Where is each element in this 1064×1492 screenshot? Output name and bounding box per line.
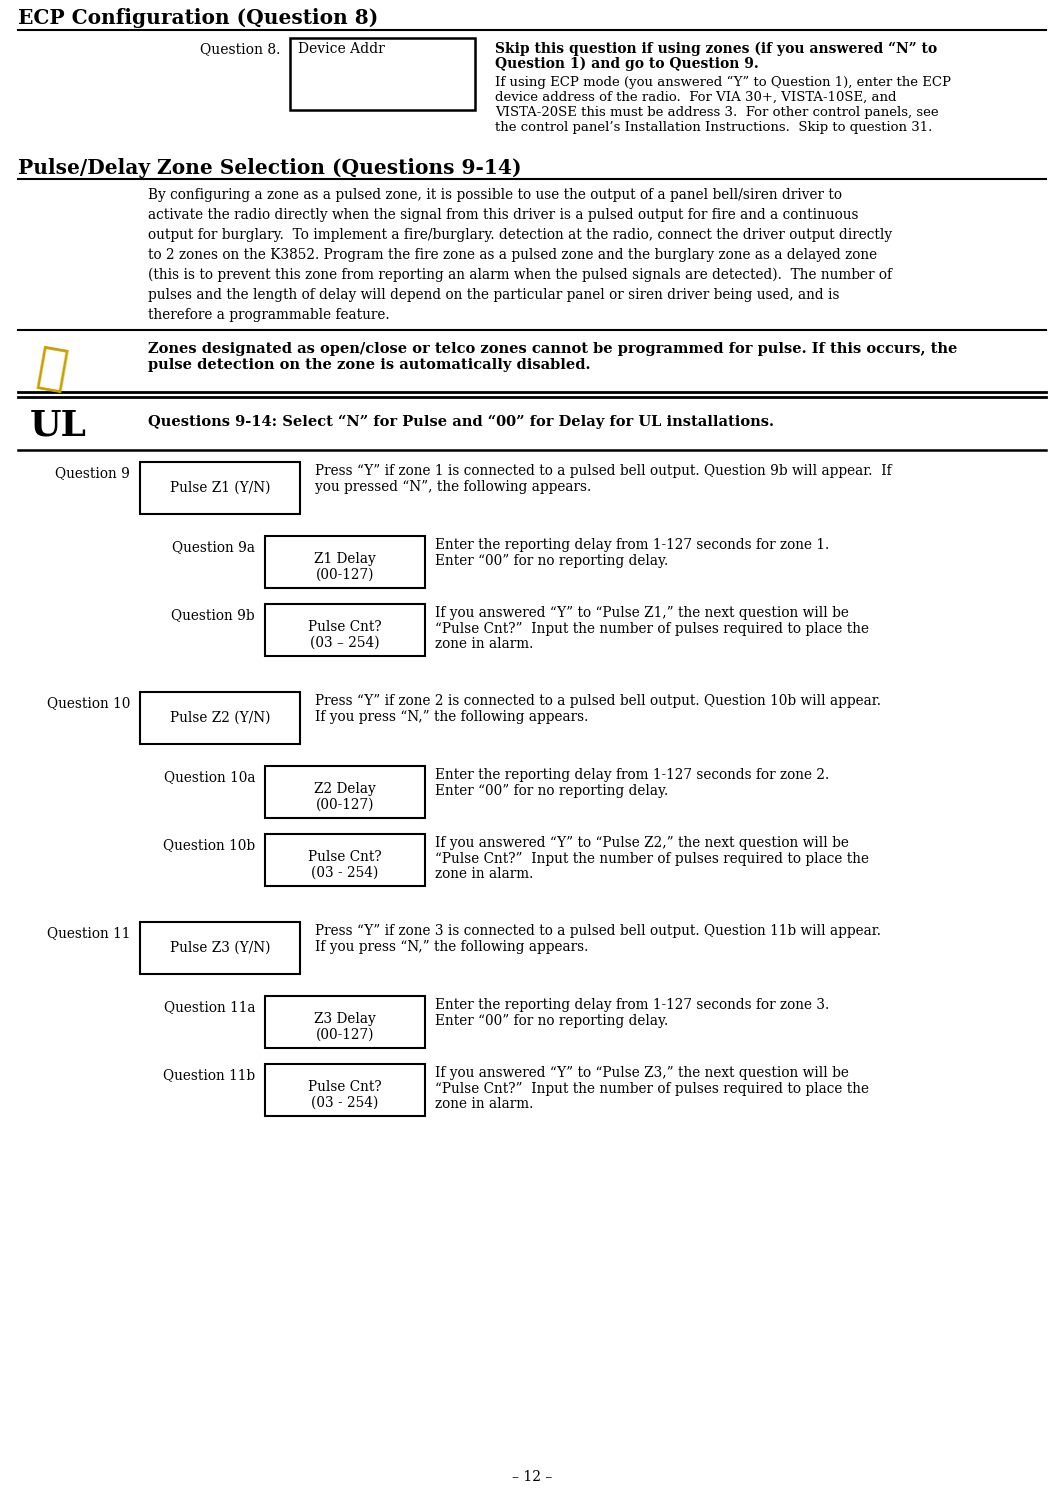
Text: ✓: ✓ <box>33 342 71 395</box>
Text: Device Addr: Device Addr <box>298 42 385 57</box>
Bar <box>265 765 425 818</box>
Text: Question 10b: Question 10b <box>163 839 255 852</box>
Text: If you answered “Y” to “Pulse Z3,” the next question will be: If you answered “Y” to “Pulse Z3,” the n… <box>435 1065 849 1080</box>
Text: Enter “00” for no reporting delay.: Enter “00” for no reporting delay. <box>435 1013 668 1028</box>
Text: zone in alarm.: zone in alarm. <box>435 1097 533 1112</box>
Text: you pressed “N”, the following appears.: you pressed “N”, the following appears. <box>315 479 592 494</box>
Bar <box>140 692 300 745</box>
Bar <box>140 922 300 974</box>
Text: Press “Y” if zone 3 is connected to a pulsed bell output. Question 11b will appe: Press “Y” if zone 3 is connected to a pu… <box>315 924 881 938</box>
Text: Pulse Cnt?: Pulse Cnt? <box>309 621 382 634</box>
Text: – 12 –: – 12 – <box>512 1470 552 1485</box>
Text: If using ECP mode (you answered “Y” to Question 1), enter the ECP: If using ECP mode (you answered “Y” to Q… <box>495 76 951 90</box>
Text: Press “Y” if zone 2 is connected to a pulsed bell output. Question 10b will appe: Press “Y” if zone 2 is connected to a pu… <box>315 694 881 709</box>
Bar <box>265 604 425 656</box>
Text: Pulse Z1 (Y/N): Pulse Z1 (Y/N) <box>170 480 270 495</box>
Text: Question 11b: Question 11b <box>163 1068 255 1082</box>
Bar <box>290 37 475 110</box>
Text: Z2 Delay: Z2 Delay <box>314 782 376 797</box>
Text: Press “Y” if zone 1 is connected to a pulsed bell output. Question 9b will appea: Press “Y” if zone 1 is connected to a pu… <box>315 464 892 477</box>
Bar <box>140 463 300 515</box>
Text: pulses and the length of delay will depend on the particular panel or siren driv: pulses and the length of delay will depe… <box>148 288 839 301</box>
Text: the control panel’s Installation Instructions.  Skip to question 31.: the control panel’s Installation Instruc… <box>495 121 932 134</box>
Text: Question 8.: Question 8. <box>200 42 280 57</box>
Text: pulse detection on the zone is automatically disabled.: pulse detection on the zone is automatic… <box>148 358 591 372</box>
Bar <box>265 1064 425 1116</box>
Text: to 2 zones on the K3852. Program the fire zone as a pulsed zone and the burglary: to 2 zones on the K3852. Program the fir… <box>148 248 877 263</box>
Bar <box>265 536 425 588</box>
Text: (00-127): (00-127) <box>316 568 375 582</box>
Text: Enter the reporting delay from 1-127 seconds for zone 1.: Enter the reporting delay from 1-127 sec… <box>435 539 829 552</box>
Text: VISTA-20SE this must be address 3.  For other control panels, see: VISTA-20SE this must be address 3. For o… <box>495 106 938 119</box>
Text: “Pulse Cnt?”  Input the number of pulses required to place the: “Pulse Cnt?” Input the number of pulses … <box>435 852 869 865</box>
Text: Question 1) and go to Question 9.: Question 1) and go to Question 9. <box>495 57 759 72</box>
Text: (00-127): (00-127) <box>316 1028 375 1041</box>
Text: (00-127): (00-127) <box>316 798 375 812</box>
Text: If you press “N,” the following appears.: If you press “N,” the following appears. <box>315 940 588 953</box>
Text: (03 - 254): (03 - 254) <box>312 865 379 880</box>
Text: If you answered “Y” to “Pulse Z2,” the next question will be: If you answered “Y” to “Pulse Z2,” the n… <box>435 836 849 850</box>
Text: Enter “00” for no reporting delay.: Enter “00” for no reporting delay. <box>435 554 668 567</box>
Text: Question 10a: Question 10a <box>164 770 255 783</box>
Text: Question 9: Question 9 <box>55 466 130 480</box>
Text: Question 9a: Question 9a <box>172 540 255 554</box>
Text: Pulse/Delay Zone Selection (Questions 9-14): Pulse/Delay Zone Selection (Questions 9-… <box>18 158 521 178</box>
Text: Enter the reporting delay from 1-127 seconds for zone 3.: Enter the reporting delay from 1-127 sec… <box>435 998 829 1012</box>
Bar <box>265 997 425 1047</box>
Text: ECP Configuration (Question 8): ECP Configuration (Question 8) <box>18 7 378 28</box>
Bar <box>265 834 425 886</box>
Text: output for burglary.  To implement a fire/burglary. detection at the radio, conn: output for burglary. To implement a fire… <box>148 228 892 242</box>
Text: Question 9b: Question 9b <box>171 609 255 622</box>
Text: therefore a programmable feature.: therefore a programmable feature. <box>148 307 389 322</box>
Text: Question 10: Question 10 <box>47 695 130 710</box>
Text: (this is to prevent this zone from reporting an alarm when the pulsed signals ar: (this is to prevent this zone from repor… <box>148 269 892 282</box>
Text: Pulse Cnt?: Pulse Cnt? <box>309 1080 382 1094</box>
Text: Skip this question if using zones (if you answered “N” to: Skip this question if using zones (if yo… <box>495 42 937 57</box>
Text: Enter the reporting delay from 1-127 seconds for zone 2.: Enter the reporting delay from 1-127 sec… <box>435 768 829 782</box>
Text: Question 11a: Question 11a <box>164 1000 255 1015</box>
Text: Z3 Delay: Z3 Delay <box>314 1012 376 1026</box>
Text: “Pulse Cnt?”  Input the number of pulses required to place the: “Pulse Cnt?” Input the number of pulses … <box>435 1082 869 1095</box>
Text: device address of the radio.  For VIA 30+, VISTA-10SE, and: device address of the radio. For VIA 30+… <box>495 91 897 104</box>
Text: Question 11: Question 11 <box>47 927 130 940</box>
Text: zone in alarm.: zone in alarm. <box>435 637 533 651</box>
Text: “Pulse Cnt?”  Input the number of pulses required to place the: “Pulse Cnt?” Input the number of pulses … <box>435 622 869 636</box>
Text: zone in alarm.: zone in alarm. <box>435 867 533 880</box>
Text: Zones designated as open/close or telco zones cannot be programmed for pulse. If: Zones designated as open/close or telco … <box>148 342 958 357</box>
Text: Enter “00” for no reporting delay.: Enter “00” for no reporting delay. <box>435 783 668 798</box>
Text: Questions 9-14: Select “N” for Pulse and “00” for Delay for UL installations.: Questions 9-14: Select “N” for Pulse and… <box>148 415 774 430</box>
Text: Pulse Z2 (Y/N): Pulse Z2 (Y/N) <box>170 712 270 725</box>
Text: UL: UL <box>30 407 87 442</box>
Text: Pulse Z3 (Y/N): Pulse Z3 (Y/N) <box>170 941 270 955</box>
Text: Z1 Delay: Z1 Delay <box>314 552 376 565</box>
Text: (03 - 254): (03 - 254) <box>312 1097 379 1110</box>
Text: If you answered “Y” to “Pulse Z1,” the next question will be: If you answered “Y” to “Pulse Z1,” the n… <box>435 606 849 621</box>
Text: Pulse Cnt?: Pulse Cnt? <box>309 850 382 864</box>
Text: By configuring a zone as a pulsed zone, it is possible to use the output of a pa: By configuring a zone as a pulsed zone, … <box>148 188 842 201</box>
Text: (03 – 254): (03 – 254) <box>311 636 380 651</box>
Text: activate the radio directly when the signal from this driver is a pulsed output : activate the radio directly when the sig… <box>148 207 859 222</box>
Text: If you press “N,” the following appears.: If you press “N,” the following appears. <box>315 710 588 724</box>
